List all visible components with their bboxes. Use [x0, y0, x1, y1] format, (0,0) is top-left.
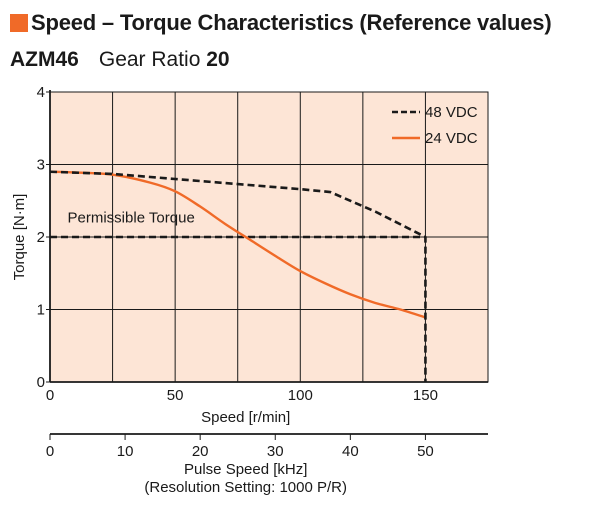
y-tick-label: 1: [37, 302, 45, 319]
y-tick-labels: 0 1 2 3 4: [37, 84, 50, 391]
y-tick-label: 3: [37, 157, 45, 174]
pulse-speed-tick-label: 50: [417, 443, 434, 460]
x-axis-label: Speed [r/min]: [201, 409, 290, 426]
pulse-speed-tick-label: 30: [267, 443, 284, 460]
pulse-speed-tick-label: 0: [46, 443, 54, 460]
series-lines: [49, 170, 427, 382]
y-tick-label: 2: [37, 229, 45, 246]
permissible-torque-annotation: Permissible Torque: [68, 210, 195, 227]
x-tick-label: 150: [413, 387, 438, 404]
resolution-setting-note: (Resolution Setting: 1000 P/R): [144, 479, 347, 496]
y-tick-label: 0: [37, 374, 45, 391]
gear-ratio-value: 20: [206, 48, 230, 71]
pulse-speed-axis: 0 10 20 30 40 50: [46, 433, 488, 460]
x-tick-labels: 0 50 100 150: [46, 387, 438, 404]
pulse-speed-axis-label: Pulse Speed [kHz]: [184, 461, 307, 478]
pulse-speed-tick-label: 10: [117, 443, 134, 460]
y-tick-label: 4: [37, 84, 45, 101]
model-name: AZM46: [10, 48, 79, 71]
series-line-24-vdc: [49, 170, 426, 319]
gear-ratio-label: Gear Ratio: [98, 48, 201, 71]
chart-title: Speed – Torque Characteristics (Referenc…: [31, 10, 552, 35]
chart-heading: Speed – Torque Characteristics (Referenc…: [10, 9, 552, 37]
x-tick-label: 50: [167, 387, 184, 404]
orange-square-icon: [10, 14, 28, 32]
y-axis-label: Torque [N·m]: [11, 194, 28, 281]
pulse-speed-tick-label: 40: [342, 443, 359, 460]
x-tick-label: 0: [46, 387, 54, 404]
legend-label: 48 VDC: [425, 104, 478, 121]
x-tick-label: 100: [288, 387, 313, 404]
pulse-speed-tick-label: 20: [192, 443, 209, 460]
chart-subtitle: AZM46 Gear Ratio 20: [10, 48, 230, 72]
legend-label: 24 VDC: [425, 130, 478, 147]
legend: 48 VDC 24 VDC: [392, 104, 478, 147]
series-line-48-vdc: [49, 170, 427, 382]
